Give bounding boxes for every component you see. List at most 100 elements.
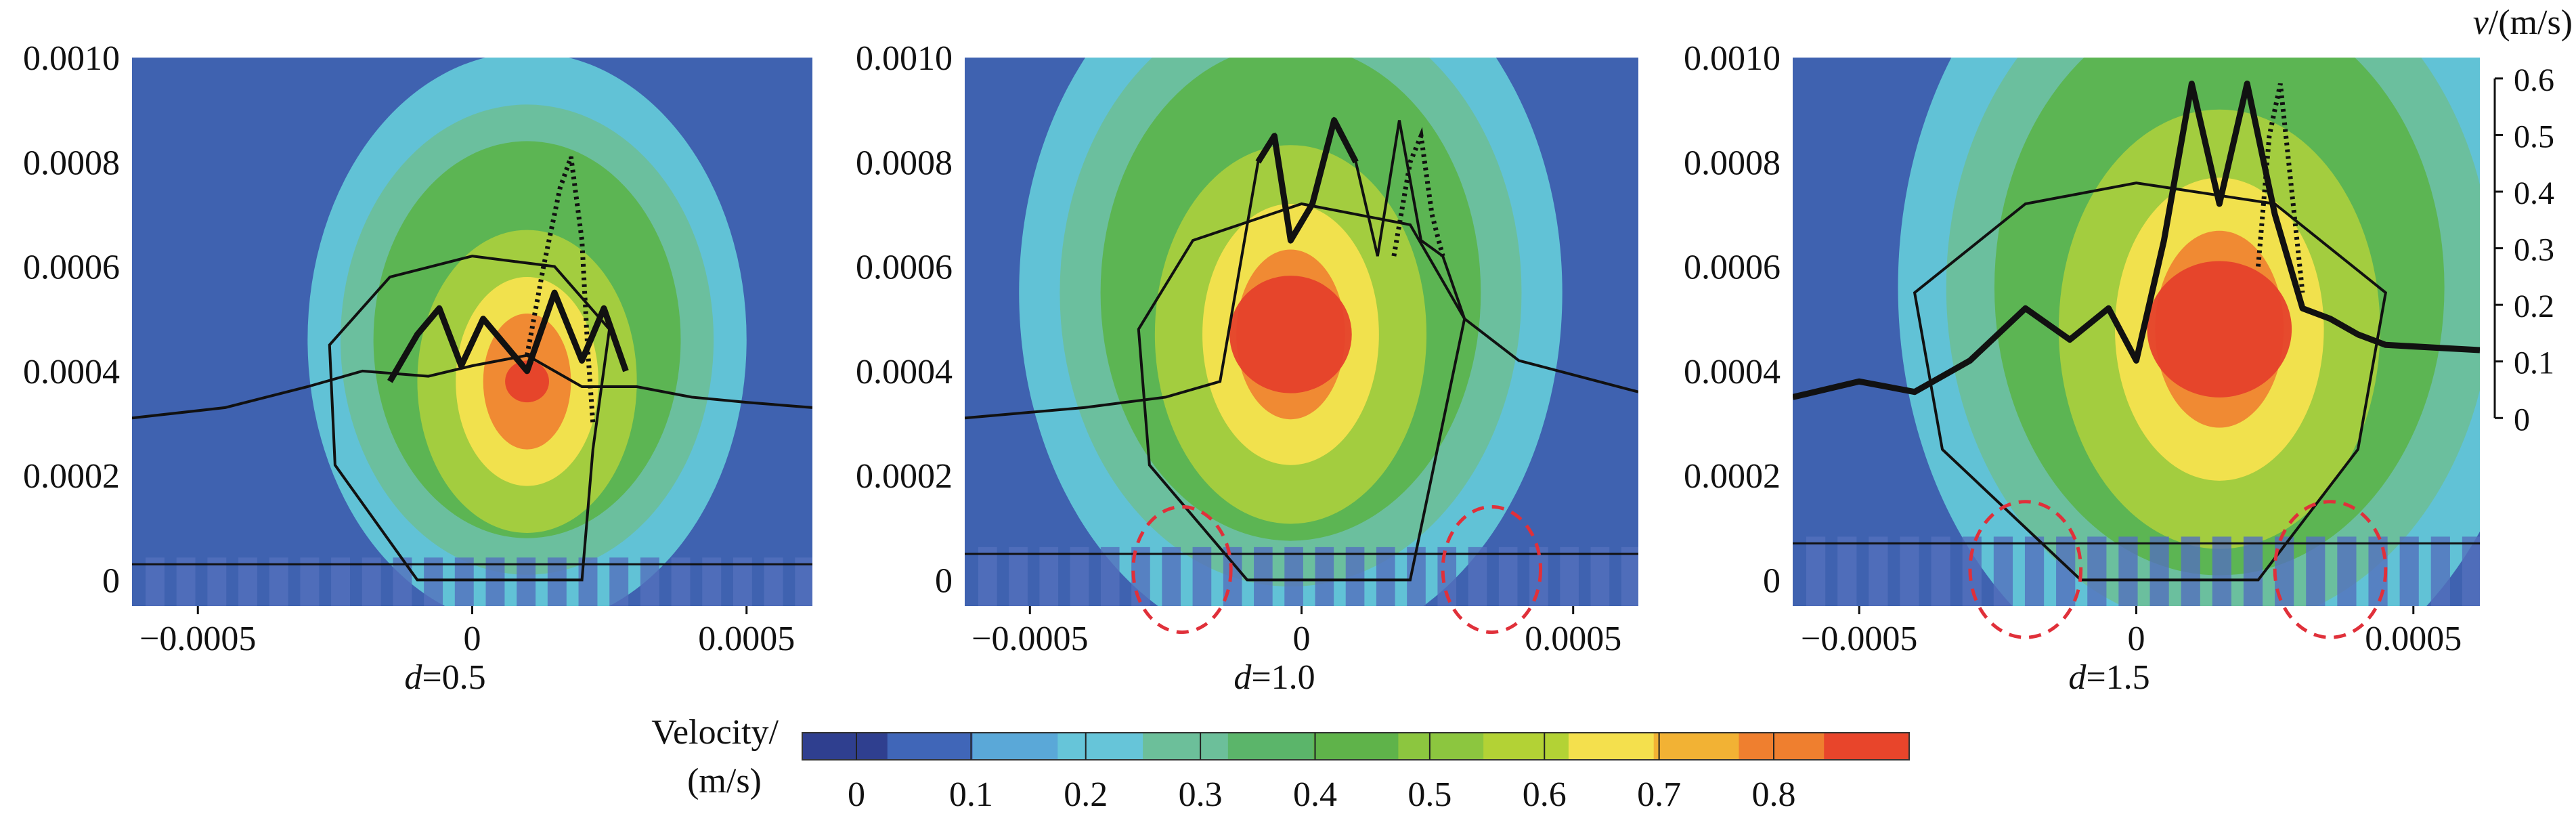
colorbar-tick-label: 0.8	[1752, 775, 1796, 814]
dashed-circle	[2273, 500, 2388, 639]
powder-particle	[176, 557, 196, 606]
powder-particle	[1345, 547, 1365, 606]
velocity-profile-line	[1255, 117, 1359, 244]
powder-particle	[1590, 547, 1610, 606]
right-axis-tick-label: 0.1	[2514, 345, 2554, 381]
right-axis-tick-label: 0.5	[2514, 119, 2554, 154]
panel-label-val: =0.5	[422, 658, 485, 697]
colorbar-tick-label: 0.3	[1179, 775, 1223, 814]
dotted-profile-line	[2256, 83, 2305, 293]
powder-particle	[1931, 536, 1950, 606]
colorbar-segment	[1483, 733, 1569, 760]
powder-particle	[2149, 536, 2169, 606]
right-axis-tick-label: 0.2	[2514, 288, 2554, 324]
y-tick-label: 0.0002	[856, 457, 953, 496]
powder-particle	[238, 557, 257, 606]
powder-particle	[362, 557, 381, 606]
powder-particle	[1100, 547, 1120, 606]
colorbar-title-line1: Velocity/	[651, 713, 779, 752]
powder-particle	[2087, 536, 2107, 606]
powder-particle	[733, 557, 752, 606]
dotted-profile-line	[525, 156, 596, 424]
colorbar-tick-label: 0.2	[1064, 775, 1108, 814]
powder-particle	[2462, 536, 2480, 606]
powder-particle	[146, 557, 165, 606]
panel-label-var: d	[1234, 658, 1252, 697]
panel-label-var: d	[2068, 658, 2087, 697]
powder-particle	[1009, 547, 1028, 606]
panel-label-val: =1.5	[2086, 658, 2149, 697]
powder-particle	[1070, 547, 1089, 606]
x-tick-label: 0.0005	[2365, 620, 2462, 658]
y-tick-label: 0.0006	[856, 249, 953, 287]
powder-particle	[1376, 547, 1395, 606]
powder-particle	[671, 557, 691, 606]
powder-particle	[269, 557, 288, 606]
powder-particle	[702, 557, 722, 606]
y-tick-label: 0.0006	[23, 249, 120, 287]
panel-field	[1793, 58, 2480, 606]
powder-particle	[300, 557, 320, 606]
powder-particle	[1806, 536, 1826, 606]
y-tick-label: 0.0010	[1684, 39, 1781, 78]
y-tick-label: 0.0010	[23, 39, 120, 78]
y-tick-label: 0	[102, 561, 120, 600]
colorbar-segment	[1653, 733, 1740, 760]
y-tick-label: 0.0008	[23, 144, 120, 182]
colorbar-tick-label: 0.6	[1523, 775, 1567, 814]
right-axis-tick-label: 0.3	[2514, 232, 2554, 268]
powder-particle	[1162, 547, 1181, 606]
y-tick-label: 0.0002	[23, 457, 120, 496]
colorbar-segment	[1398, 733, 1485, 760]
powder-particle	[2212, 536, 2231, 606]
powder-particle	[1039, 547, 1059, 606]
powder-particle	[2243, 536, 2263, 606]
powder-particle	[2337, 536, 2357, 606]
panel-label: d=1.5	[2068, 658, 2149, 697]
panel-label: d=0.5	[404, 658, 485, 697]
powder-particle	[2399, 536, 2419, 606]
dotted-profile-line	[1391, 127, 1445, 257]
panel-field	[965, 58, 1638, 606]
powder-particle	[207, 557, 227, 606]
colorbar-segment	[802, 733, 888, 760]
y-tick-label: 0.0004	[856, 353, 953, 391]
colorbar-segment	[1143, 733, 1229, 760]
colorbar-segment	[1057, 733, 1144, 760]
right-axis-label-rest: /(m/s)	[2489, 3, 2573, 42]
y-tick-label: 0.0010	[856, 39, 953, 78]
y-tick-label: 0.0004	[1684, 353, 1781, 391]
colorbar-tick-label: 0.7	[1637, 775, 1681, 814]
powder-particle	[517, 557, 536, 606]
colorbar-segment	[1739, 733, 1825, 760]
powder-particle	[331, 557, 351, 606]
y-tick-label: 0.0008	[1684, 144, 1781, 182]
colorbar-tick-label: 0.5	[1407, 775, 1451, 814]
panel-label-val: =1.0	[1251, 658, 1315, 697]
powder-particle	[609, 557, 629, 606]
x-tick-label: 0	[464, 620, 481, 658]
colorbar-segment	[1824, 733, 1910, 760]
powder-particle	[795, 557, 812, 606]
powder-particle	[1560, 547, 1579, 606]
right-axis-tick-label: 0.4	[2514, 175, 2554, 211]
melt-pool-outline	[328, 255, 611, 582]
colorbar: Velocity/ (m/s) 0 0.1 0.2 0.3 0.4 0.5 0.6 0.7 0.8	[651, 713, 1910, 814]
powder-particle	[1869, 536, 1888, 606]
powder-particle	[2024, 536, 2045, 606]
colorbar-segment	[1227, 733, 1314, 760]
contour-level-7	[2147, 261, 2292, 398]
powder-particle	[1621, 547, 1638, 606]
powder-particle	[1837, 536, 1857, 606]
panel-label-var: d	[404, 658, 422, 697]
powder-particle	[1468, 547, 1487, 606]
right-axis-label: v/(m/s)	[2473, 3, 2573, 42]
powder-particle	[2118, 536, 2138, 606]
powder-particle	[2430, 536, 2450, 606]
velocity-profile-line	[387, 289, 629, 383]
powder-particle	[578, 557, 598, 606]
velocity-profile-line	[1793, 81, 2480, 400]
dashed-circle	[1968, 500, 2083, 639]
panel-2: −0.0005 0 0.0005 0.0010 0.0008 0.0006 0.0004 0.…	[856, 39, 1638, 697]
panel-1: −0.0005 0 0.0005 0.0010 0.0008 0.0006 0.0004 0.…	[23, 39, 812, 697]
